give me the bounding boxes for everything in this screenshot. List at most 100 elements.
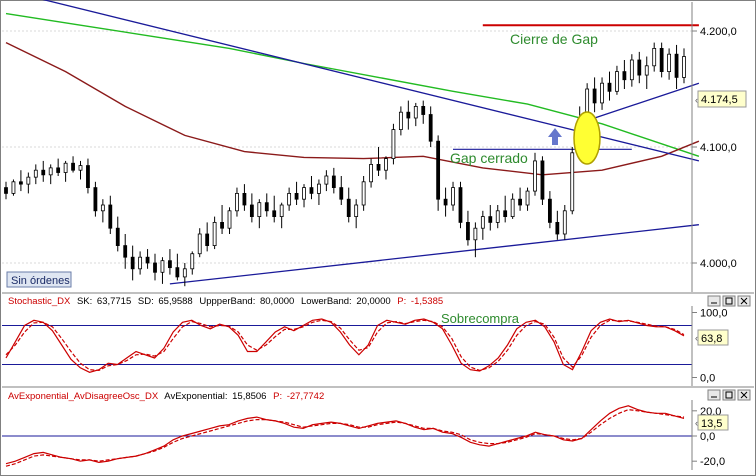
candle-body <box>436 140 441 200</box>
candle-body <box>369 163 373 183</box>
minimize-button[interactable] <box>707 389 721 401</box>
last-price-tag <box>697 90 747 108</box>
oscillator-last-value: 13,5 <box>701 418 722 430</box>
candle-body <box>652 48 657 67</box>
candle-body <box>48 167 53 176</box>
candle-body <box>235 192 239 212</box>
candle-body <box>175 267 180 278</box>
stochastic-legend: Stochastic_DX SK: 63,7715 SD: 65,9588 Up… <box>8 296 443 307</box>
panel-divider-2[interactable] <box>2 386 754 388</box>
minimize-button[interactable] <box>707 295 721 307</box>
maximize-button[interactable] <box>722 295 736 307</box>
stochastic-tick-label: 0,0 <box>700 373 715 385</box>
candle-body <box>220 221 224 229</box>
oscillator-lines <box>2 405 692 467</box>
candle-body <box>354 204 359 217</box>
candle-body <box>562 210 567 235</box>
stochastic-last-tag <box>697 329 729 346</box>
candle-body <box>600 82 604 104</box>
candle-body <box>197 233 202 255</box>
close-icon <box>740 391 748 399</box>
candle-body <box>384 158 388 171</box>
stochastic-last-value: 63,8 <box>701 333 722 345</box>
oscillator-panel: AvExponential_AvDisagreeOsc_DX AvExponen… <box>2 389 751 470</box>
candle-body <box>607 82 612 92</box>
candle-body <box>71 162 75 171</box>
candle-body <box>674 53 679 78</box>
candle-body <box>302 187 306 200</box>
candle-body <box>555 221 560 235</box>
candle-body <box>279 204 284 217</box>
candle-body <box>331 175 336 189</box>
price-tick-label: 4.000,0 <box>700 258 737 270</box>
candle-body <box>115 227 120 246</box>
overbought-label: Sobrecompra <box>441 311 520 326</box>
candle-body <box>667 53 671 73</box>
price-panel: Cierre de Gap Gap cerrado Sin órdenes 4.… <box>2 0 747 292</box>
candle-body <box>100 204 105 212</box>
price-tick-label: 4.100,0 <box>700 142 737 154</box>
candle-body <box>488 216 493 223</box>
candle-body <box>294 192 299 200</box>
last-price-arrow: ‹ <box>695 95 698 105</box>
candle-body <box>533 160 537 192</box>
candle-body <box>421 106 426 115</box>
candle-body <box>503 210 508 218</box>
candle-body <box>4 187 8 194</box>
candle-body <box>86 165 90 188</box>
candle-body <box>458 187 463 223</box>
candle-body <box>391 129 396 160</box>
candle-body <box>11 181 16 194</box>
no-orders-badge[interactable] <box>6 271 72 288</box>
gap-close-title: Cierre de Gap <box>510 31 598 47</box>
candle-body <box>518 198 522 206</box>
candle-body <box>26 176 31 185</box>
stochastic-lines <box>2 318 692 373</box>
candle-body <box>428 114 433 142</box>
candle-body <box>19 181 23 185</box>
oscillator-tick-label: 0,0 <box>700 431 715 443</box>
candle-body <box>398 111 403 130</box>
price-axis: 4.000,0 4.100,0 4.200,0 <box>692 26 737 270</box>
oscillator-legend: AvExponential_AvDisagreeOsc_DX AvExponen… <box>8 391 324 402</box>
candle-body <box>145 256 150 264</box>
candle-body <box>346 198 351 217</box>
candle-body <box>56 167 61 173</box>
oscillator-tick-label: -20,0 <box>700 456 725 468</box>
maximize-icon <box>725 391 733 399</box>
candle-body <box>242 192 247 206</box>
gap-closed-label: Gap cerrado <box>450 150 528 166</box>
candle-body <box>540 160 545 200</box>
candle-body <box>130 256 135 270</box>
candle-body <box>287 192 292 206</box>
candle-body <box>644 65 649 76</box>
price-grid <box>2 30 692 264</box>
candle-body <box>123 245 128 258</box>
candle-body <box>190 253 195 270</box>
candle-body <box>33 169 38 178</box>
maximize-button[interactable] <box>722 389 736 401</box>
stochastic-last-arrow: ‹ <box>695 333 698 343</box>
candle-body <box>205 233 210 246</box>
candle-body <box>153 262 157 273</box>
panel-divider-1[interactable] <box>2 292 754 294</box>
candle-body <box>480 216 485 229</box>
candle-body <box>93 187 98 212</box>
candle-body <box>682 56 686 78</box>
candle-body <box>182 268 187 278</box>
candle-body <box>473 227 478 241</box>
trend-short-blue-line <box>594 82 700 119</box>
candle-body <box>317 183 321 194</box>
candle-body <box>525 190 530 206</box>
candle-body <box>547 198 552 223</box>
oscillator-last-arrow: ‹ <box>695 418 698 428</box>
candle-body <box>637 59 642 76</box>
candle-body <box>570 152 575 212</box>
candle-body <box>108 204 113 229</box>
candle-body <box>212 221 217 246</box>
stochastic-axis: 0,0 100,0 <box>692 308 728 385</box>
candle-body <box>451 187 455 206</box>
candle-body <box>592 88 597 104</box>
no-orders-label: Sin órdenes <box>11 275 70 287</box>
stochastic-panel: Stochastic_DX SK: 63,7715 SD: 65,9588 Up… <box>2 295 751 386</box>
